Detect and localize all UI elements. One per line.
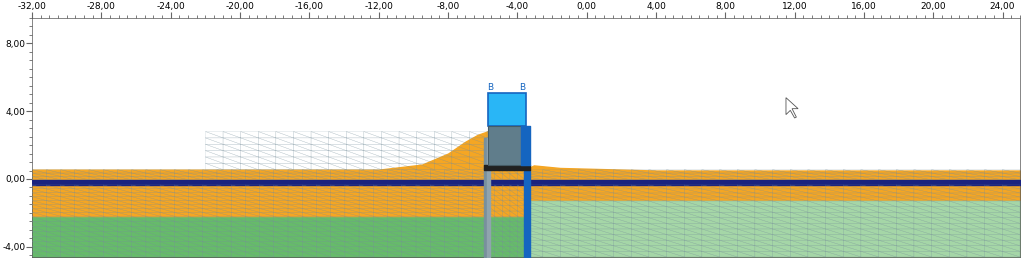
Text: B: B: [487, 83, 494, 92]
Bar: [487, 92, 526, 126]
Text: B: B: [519, 83, 525, 92]
Bar: [487, 126, 526, 164]
Polygon shape: [786, 98, 798, 118]
